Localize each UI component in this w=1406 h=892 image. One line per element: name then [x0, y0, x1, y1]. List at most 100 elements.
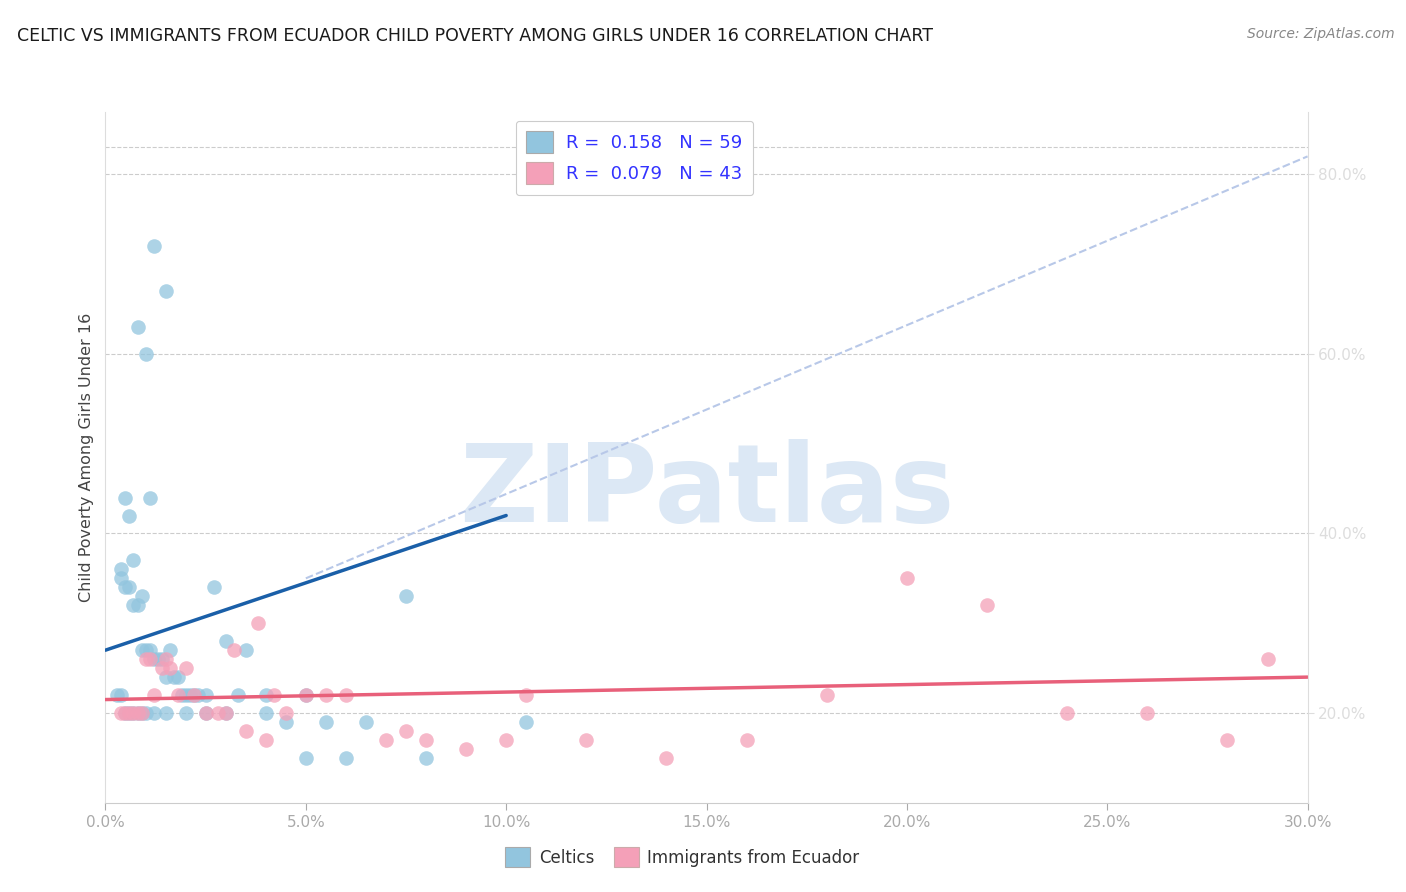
- Text: ZIPatlas: ZIPatlas: [458, 439, 955, 545]
- Point: [159, 643, 181, 657]
- Text: Source: ZipAtlas.com: Source: ZipAtlas.com: [1247, 27, 1395, 41]
- Point: [226, 688, 249, 702]
- Point: [118, 706, 141, 720]
- Point: [159, 661, 181, 675]
- Point: [254, 733, 277, 747]
- Point: [131, 706, 153, 720]
- Point: [135, 652, 157, 666]
- Point: [214, 706, 236, 720]
- Point: [202, 580, 225, 594]
- Text: CELTIC VS IMMIGRANTS FROM ECUADOR CHILD POVERTY AMONG GIRLS UNDER 16 CORRELATION: CELTIC VS IMMIGRANTS FROM ECUADOR CHILD …: [17, 27, 932, 45]
- Point: [127, 599, 149, 613]
- Point: [354, 714, 377, 729]
- Point: [155, 284, 177, 298]
- Point: [1136, 706, 1159, 720]
- Point: [735, 733, 758, 747]
- Point: [976, 599, 998, 613]
- Point: [214, 634, 236, 648]
- Point: [127, 706, 149, 720]
- Point: [114, 706, 136, 720]
- Point: [395, 723, 418, 738]
- Point: [179, 688, 201, 702]
- Point: [1257, 652, 1279, 666]
- Point: [815, 688, 838, 702]
- Point: [374, 733, 398, 747]
- Point: [174, 688, 197, 702]
- Point: [118, 580, 141, 594]
- Point: [295, 688, 318, 702]
- Point: [295, 688, 318, 702]
- Point: [142, 652, 165, 666]
- Point: [655, 751, 678, 765]
- Point: [162, 670, 184, 684]
- Point: [107, 688, 129, 702]
- Point: [142, 239, 165, 253]
- Point: [135, 643, 157, 657]
- Point: [166, 670, 188, 684]
- Point: [515, 688, 537, 702]
- Point: [495, 733, 517, 747]
- Point: [122, 706, 145, 720]
- Point: [114, 706, 136, 720]
- Point: [122, 706, 145, 720]
- Point: [254, 688, 277, 702]
- Point: [146, 652, 169, 666]
- Point: [122, 553, 145, 567]
- Legend: Celtics, Immigrants from Ecuador: Celtics, Immigrants from Ecuador: [499, 840, 866, 874]
- Point: [235, 723, 257, 738]
- Point: [142, 688, 165, 702]
- Point: [118, 706, 141, 720]
- Point: [110, 562, 132, 576]
- Point: [335, 688, 357, 702]
- Point: [155, 652, 177, 666]
- Point: [114, 491, 136, 505]
- Point: [1056, 706, 1078, 720]
- Point: [138, 491, 160, 505]
- Point: [135, 706, 157, 720]
- Point: [138, 652, 160, 666]
- Point: [254, 706, 277, 720]
- Point: [131, 706, 153, 720]
- Point: [456, 742, 478, 756]
- Point: [194, 706, 217, 720]
- Point: [214, 706, 236, 720]
- Point: [187, 688, 209, 702]
- Point: [1216, 733, 1239, 747]
- Point: [150, 652, 173, 666]
- Point: [335, 751, 357, 765]
- Point: [110, 688, 132, 702]
- Point: [395, 590, 418, 604]
- Point: [415, 751, 437, 765]
- Point: [194, 706, 217, 720]
- Point: [315, 714, 337, 729]
- Point: [183, 688, 205, 702]
- Point: [174, 706, 197, 720]
- Point: [194, 688, 217, 702]
- Point: [127, 320, 149, 334]
- Point: [114, 580, 136, 594]
- Point: [110, 706, 132, 720]
- Point: [122, 599, 145, 613]
- Point: [896, 571, 918, 585]
- Point: [138, 643, 160, 657]
- Point: [155, 706, 177, 720]
- Y-axis label: Child Poverty Among Girls Under 16: Child Poverty Among Girls Under 16: [79, 312, 94, 602]
- Point: [274, 706, 297, 720]
- Point: [155, 670, 177, 684]
- Point: [246, 616, 269, 631]
- Point: [174, 661, 197, 675]
- Point: [235, 643, 257, 657]
- Point: [222, 643, 245, 657]
- Point: [274, 714, 297, 729]
- Point: [150, 661, 173, 675]
- Point: [170, 688, 193, 702]
- Point: [142, 706, 165, 720]
- Point: [118, 508, 141, 523]
- Point: [207, 706, 229, 720]
- Point: [315, 688, 337, 702]
- Point: [131, 643, 153, 657]
- Point: [166, 688, 188, 702]
- Point: [131, 590, 153, 604]
- Point: [295, 751, 318, 765]
- Point: [575, 733, 598, 747]
